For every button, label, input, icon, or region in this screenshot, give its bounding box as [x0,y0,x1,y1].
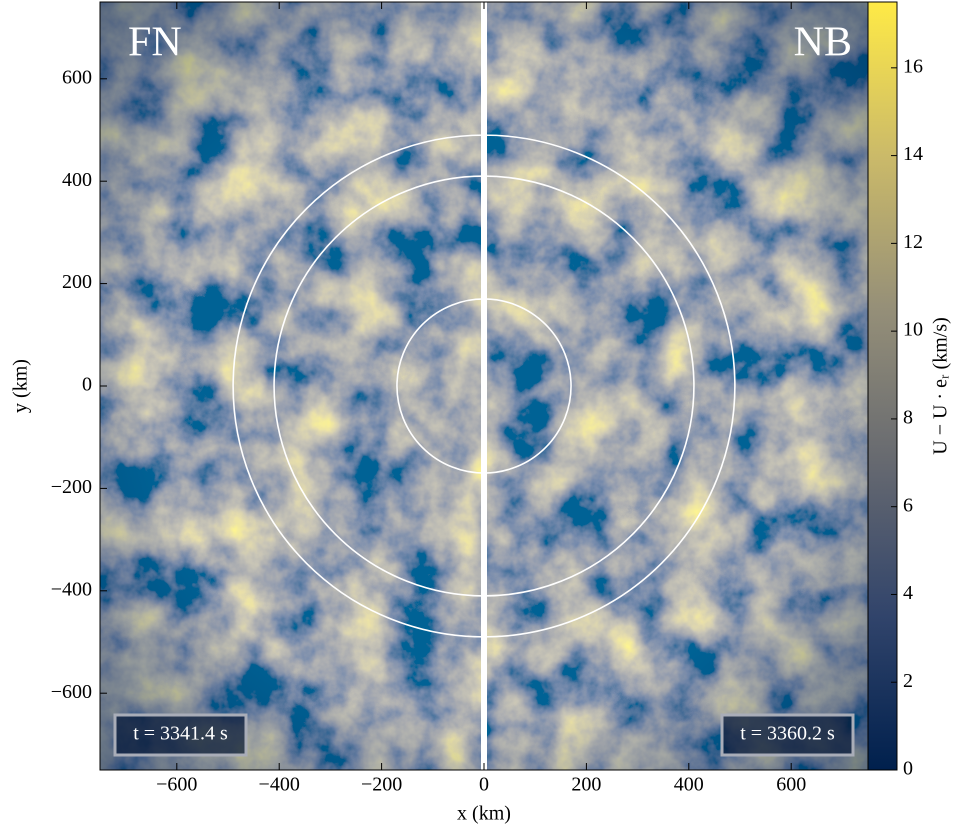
colorbar-tick-label: 10 [903,319,923,341]
colorbar-tick-label: 16 [903,55,923,77]
y-tick-label: 200 [62,271,92,293]
x-tick-label: 200 [571,774,601,796]
y-tick-label: 0 [82,374,92,396]
colorbar-tick-label: 6 [903,494,913,516]
x-tick-label: 600 [776,774,806,796]
colorbar-tick-label: 0 [903,758,913,780]
heatmap-vignette [100,2,484,770]
y-axis-label: y (km) [10,359,32,413]
panel-label: NB [794,20,852,66]
colorbar-label: U − U · eᵣ (km/s) [930,317,952,455]
time-label: t = 3360.2 s [740,723,835,745]
x-axis-label: x (km) [457,803,511,825]
y-tick-label: −200 [51,476,92,498]
x-tick-label: −400 [259,774,300,796]
x-tick-label: −200 [361,774,402,796]
colorbar [868,2,897,770]
colorbar-tick-label: 8 [903,407,913,429]
figure: x (km) y (km) U − U · eᵣ (km/s) −600 −400… [0,0,957,828]
colorbar-tick-label: 12 [903,231,923,253]
colorbar-tick-label: 2 [903,670,913,692]
y-tick-label: −600 [51,681,92,703]
colorbar-tick-label: 4 [903,582,913,604]
x-tick-label: −600 [156,774,197,796]
colorbar-tick-label: 14 [903,143,923,165]
x-tick-label: 0 [479,774,489,796]
y-tick-label: 400 [62,169,92,191]
x-tick-label: 400 [674,774,704,796]
time-label: t = 3341.4 s [133,723,228,745]
page: {"chart_data": { "type": "heatmap", "pan… [0,0,957,828]
panel-label: FN [128,20,182,66]
heatmap-vignette [484,2,868,770]
y-tick-label: −400 [51,578,92,600]
y-tick-label: 600 [62,66,92,88]
